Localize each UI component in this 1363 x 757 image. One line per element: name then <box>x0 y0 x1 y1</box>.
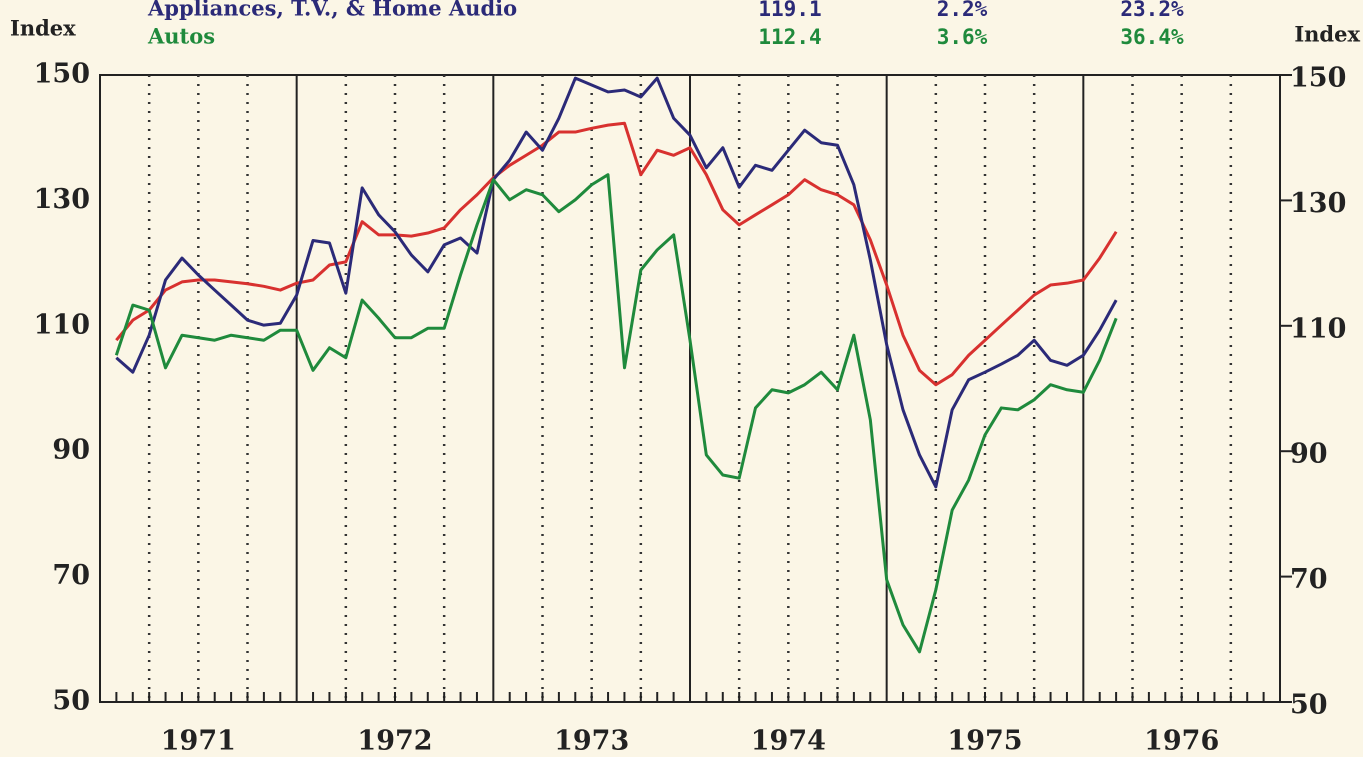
legend-label: Appliances, T.V., & Home Audio <box>147 0 517 21</box>
legend-label: Autos <box>147 24 215 49</box>
y-axis-label-left: Index <box>10 16 76 41</box>
y-tick-label-right: 110 <box>1290 313 1346 344</box>
y-tick-label-right: 50 <box>1290 690 1328 721</box>
y-tick-label: 110 <box>34 309 90 340</box>
x-tick-label: 1972 <box>357 726 432 757</box>
x-tick-label: 1973 <box>554 726 629 757</box>
x-tick-label: 1976 <box>1144 726 1219 757</box>
x-tick-label: 1971 <box>161 726 236 757</box>
y-tick-label: 70 <box>52 560 90 591</box>
x-tick-label: 1975 <box>947 726 1022 757</box>
y-axis-label-right: Index <box>1294 22 1360 47</box>
y-tick-label-right: 90 <box>1290 439 1328 470</box>
legend-stat: 2.2% <box>937 0 988 21</box>
y-tick-label: 150 <box>34 59 90 90</box>
legend-stat: 3.6% <box>937 25 988 49</box>
legend-stat: 112.4 <box>758 25 821 49</box>
legend-stat: 23.2% <box>1120 0 1184 21</box>
legend-stat: 119.1 <box>758 0 821 21</box>
series-line <box>115 121 1118 387</box>
y-tick-label: 50 <box>52 686 90 717</box>
y-tick-label: 90 <box>52 435 90 466</box>
x-tick-label: 1974 <box>751 726 826 757</box>
y-tick-label-right: 150 <box>1290 63 1346 94</box>
y-tick-label-right: 70 <box>1290 564 1328 595</box>
series-line <box>115 76 1118 489</box>
y-tick-label: 130 <box>34 184 90 215</box>
legend-stat: 36.4% <box>1120 25 1184 49</box>
series-line <box>114 173 1118 654</box>
y-tick-label-right: 130 <box>1290 188 1346 219</box>
